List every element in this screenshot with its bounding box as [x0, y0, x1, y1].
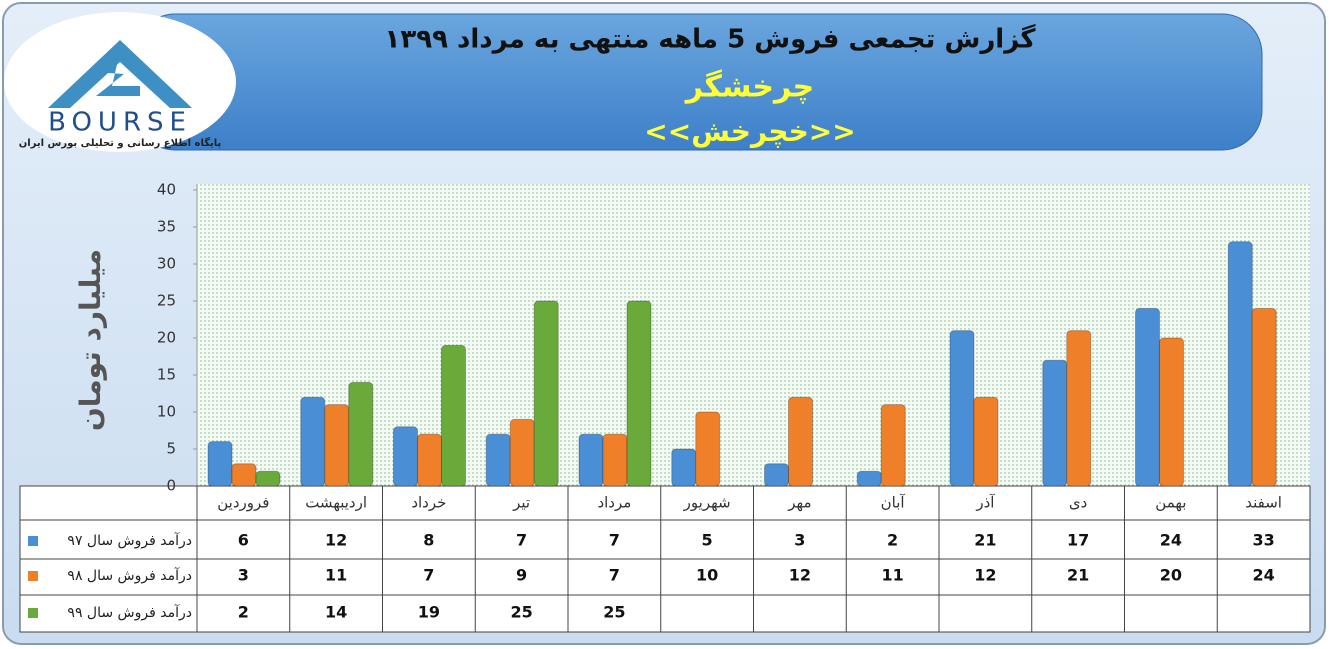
table-value: 7: [423, 566, 434, 585]
table-value: 8: [423, 531, 434, 550]
bar: [1135, 307, 1160, 487]
y-tick-label: 20: [157, 329, 176, 347]
bar: [1227, 241, 1253, 487]
legend-key: [28, 608, 38, 618]
bar: [578, 433, 604, 487]
table-value: 3: [794, 531, 805, 550]
table-value: 25: [603, 603, 625, 622]
table-value: 2: [238, 603, 249, 622]
bar: [880, 404, 906, 487]
table-value: 11: [881, 566, 903, 585]
x-tick-label: آبان: [881, 494, 906, 512]
bar: [856, 470, 882, 487]
bar: [255, 470, 281, 487]
logo-bg: [4, 12, 236, 152]
table-value: 7: [609, 566, 620, 585]
table-value: 20: [1160, 566, 1182, 585]
legend-label: درآمد فروش سال ۹۷: [67, 532, 192, 549]
bar: [324, 404, 350, 487]
bar: [788, 396, 813, 487]
bar: [671, 448, 697, 487]
table-value: 7: [516, 531, 527, 550]
bar: [207, 441, 233, 487]
bar: [602, 433, 628, 487]
bar: [441, 344, 466, 487]
table-value: 17: [1067, 531, 1089, 550]
table-value: 12: [789, 566, 811, 585]
logo-tagline: پایگاه اطلاع رسانی و تحلیلی بورس ایران: [19, 136, 222, 149]
legend-label: درآمد فروش سال ۹۸: [67, 567, 192, 584]
y-tick-label: 15: [157, 366, 176, 384]
x-tick-label: بهمن: [1155, 494, 1186, 512]
x-tick-label: خرداد: [411, 494, 446, 512]
plot-area: [197, 184, 1310, 486]
x-tick-label: دی: [1069, 494, 1087, 512]
legend-label: درآمد فروش سال ۹۹: [67, 604, 192, 621]
table-value: 12: [325, 531, 347, 550]
bar: [695, 411, 721, 487]
bar: [231, 463, 257, 487]
y-tick-label: 30: [157, 255, 176, 273]
x-tick-label: اردیبهشت: [305, 494, 367, 512]
y-tick-label: 5: [166, 440, 176, 458]
logo: BOURSE پایگاه اطلاع رسانی و تحلیلی بورس …: [4, 12, 236, 152]
bar: [626, 300, 652, 487]
legend-key: [28, 536, 38, 546]
chart-title: گزارش تجمعی فروش 5 ماهه منتهی به مرداد ۱…: [384, 24, 1036, 55]
table-value: 11: [325, 566, 347, 585]
y-tick-label: 40: [157, 181, 176, 199]
x-tick-label: مهر: [787, 494, 811, 512]
bar: [764, 463, 789, 487]
table-value: 2: [887, 531, 898, 550]
x-tick-label: آذر: [975, 494, 995, 512]
bar: [393, 426, 418, 487]
bar: [417, 433, 442, 487]
table-value: 21: [974, 531, 996, 550]
logo-brand: BOURSE: [48, 108, 192, 138]
x-tick-label: فروردین: [217, 494, 269, 512]
bar: [485, 433, 511, 487]
logo-shape: [48, 40, 192, 108]
chart-subtitle: چرخشگر: [684, 69, 815, 105]
y-tick-label: 10: [157, 403, 176, 421]
bar: [1042, 359, 1068, 487]
y-axis-title: میلیارد تومان: [74, 249, 107, 431]
legend-key: [28, 571, 38, 581]
table-value: 3: [238, 566, 249, 585]
y-tick-label: 25: [157, 292, 176, 310]
bar: [949, 330, 975, 487]
table-value: 24: [1160, 531, 1182, 550]
bar: [348, 381, 374, 487]
bar: [300, 396, 326, 487]
table-value: 6: [238, 531, 249, 550]
annotation: <<خچرخش>>: [644, 115, 855, 148]
table-value: 19: [418, 603, 440, 622]
table-value: 21: [1067, 566, 1089, 585]
logo-shape: [92, 60, 140, 96]
bar: [973, 396, 999, 487]
x-tick-label: مرداد: [597, 494, 631, 512]
table-value: 14: [325, 603, 347, 622]
y-tick-label: 35: [157, 218, 176, 236]
bar: [533, 300, 559, 487]
bar: [509, 418, 535, 487]
table-value: 10: [696, 566, 718, 585]
x-tick-label: اسفند: [1245, 494, 1282, 512]
table-value: 5: [702, 531, 713, 550]
table-value: 24: [1252, 566, 1274, 585]
bar: [1066, 330, 1092, 487]
table-value: 9: [516, 566, 527, 585]
bar: [1251, 307, 1277, 487]
x-tick-label: تیر: [512, 494, 530, 512]
table-value: 25: [510, 603, 532, 622]
x-tick-label: شهریور: [683, 494, 731, 512]
table-value: 33: [1252, 531, 1274, 550]
table-value: 12: [974, 566, 996, 585]
table-value: 7: [609, 531, 620, 550]
bar: [1159, 337, 1184, 487]
